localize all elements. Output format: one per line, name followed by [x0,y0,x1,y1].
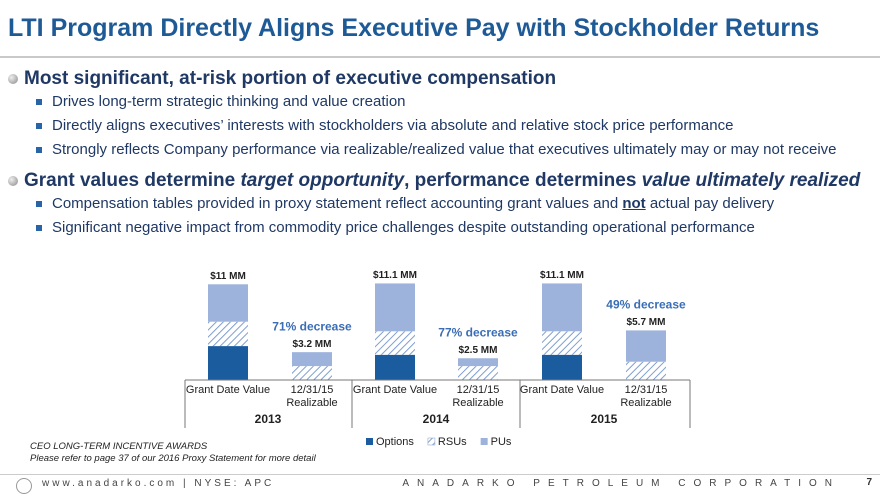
slide-title: LTI Program Directly Aligns Executive Pa… [8,14,820,42]
footer-rule [0,474,880,475]
bar-segment [208,284,248,322]
annotation: 49% decrease [606,298,686,312]
x-tick-label: 12/31/15 Realizable [286,384,338,409]
annotation: 77% decrease [438,325,518,339]
bar-segment [626,361,666,380]
x-tick-label: Grant Date Value [352,384,438,396]
total-label: $11.1 MM [373,270,417,281]
bar-segment [208,321,248,347]
annotation: 71% decrease [272,319,352,333]
text-run: Drives long-term strategic thinking and … [52,93,406,110]
group-label: 2015 [591,412,618,426]
x-tick-label: Grant Date Value [519,384,605,396]
bar-segment [542,283,582,332]
bar-segment [375,283,415,332]
legend-swatch [427,437,436,446]
bullet-list: Most significant, at-risk portion of exe… [6,64,872,240]
logo [16,478,32,494]
sub-bullet: Strongly reflects Company performance vi… [6,138,872,162]
x-tick-label: 12/31/15 Realizable [452,384,504,409]
footer-left: www.anadarko.com | NYSE: APC [42,478,275,489]
text-run: target opportunity [240,170,405,191]
total-label: $2.5 MM [459,345,498,356]
legend-swatch [366,438,373,445]
x-tick-label: 12/31/15 Realizable [620,384,672,409]
page-number: 7 [866,477,872,488]
text-run: Compensation tables provided in proxy st… [52,195,623,212]
bar-segment [292,366,332,380]
legend-swatch [480,438,488,445]
bar-segment [292,352,332,367]
x-tick-label: Grant Date Value [185,384,271,396]
sub-bullet: Significant negative impact from commodi… [6,216,872,240]
text-run: not [622,195,646,212]
text-run: Grant values determine [24,170,241,191]
bar-segment [375,331,415,355]
text-run: Strongly reflects Company performance vi… [52,141,837,158]
footer-right: ANADARKO PETROLEUM CORPORATION [402,478,840,489]
sub-bullet: Drives long-term strategic thinking and … [6,90,872,114]
total-label: $11 MM [210,271,246,282]
text-run: value ultimately realized [641,170,861,191]
bar-segment [208,346,248,380]
legend-label: RSUs [438,436,467,448]
text-run: actual pay delivery [645,195,775,212]
bullet: Grant values determine target opportunit… [6,170,872,192]
group-label: 2014 [423,412,450,426]
total-label: $3.2 MM [293,339,332,350]
group-label: 2013 [255,412,282,426]
bar-segment [542,331,582,355]
bar-segment [626,330,666,362]
sub-bullet: Compensation tables provided in proxy st… [6,192,872,216]
title-rule [0,56,880,58]
note: Please refer to page 37 of our 2016 Prox… [30,453,316,464]
bar-segment [458,358,498,367]
bar-segment [375,354,415,380]
sub-bullet: Directly aligns executives’ interests wi… [6,114,872,138]
bullet: Most significant, at-risk portion of exe… [6,68,872,90]
bar-segment [542,354,582,380]
text-run: , performance determines [404,170,642,191]
legend-label: Options [376,436,414,448]
note: CEO LONG-TERM INCENTIVE AWARDS [30,441,208,452]
text-run: Directly aligns executives’ interests wi… [52,117,734,134]
text-run: Significant negative impact from commodi… [52,219,755,236]
total-label: $5.7 MM [627,317,666,328]
bar-segment [458,366,498,380]
legend-label: PUs [491,436,512,448]
total-label: $11.1 MM [540,270,584,281]
text-run: Most significant, at-risk portion of exe… [24,68,557,89]
